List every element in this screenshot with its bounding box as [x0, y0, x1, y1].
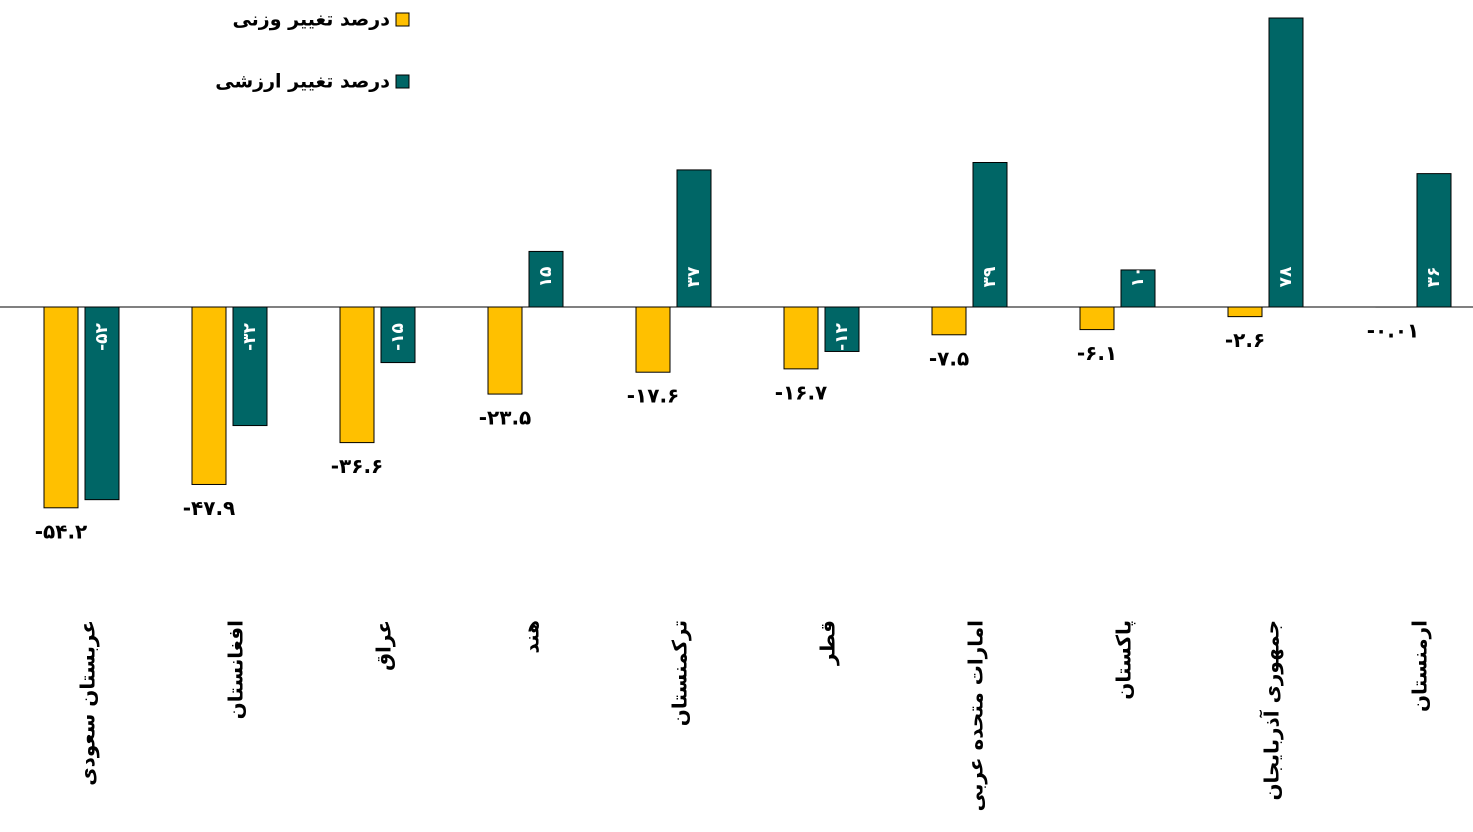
- data-label: ۷۸: [1276, 266, 1296, 287]
- data-label: -۱۵: [388, 323, 408, 351]
- data-label: -۰.۰۱: [1367, 319, 1420, 343]
- x-tick-label: ارمنستان: [1408, 620, 1432, 712]
- bar: [931, 306, 967, 336]
- bar: [1416, 173, 1452, 308]
- data-label: -۱۷.۶: [627, 384, 680, 408]
- bar: [676, 169, 712, 308]
- bar: [972, 162, 1008, 308]
- data-label: -۱۶.۷: [775, 380, 828, 404]
- data-label: ۱۰: [1128, 267, 1148, 288]
- x-tick-label: امارات متحده عربی: [964, 620, 988, 811]
- legend-swatch: [395, 74, 410, 89]
- x-tick-label: قطر: [816, 620, 840, 666]
- bar: [191, 306, 227, 485]
- data-label: -۲۳.۵: [479, 406, 532, 430]
- x-tick-label: جمهوری آذربایجان: [1259, 620, 1284, 801]
- bar: [487, 306, 523, 395]
- x-tick-label: عربستان سعودی: [76, 620, 100, 786]
- x-tick-label: افغانستان: [224, 620, 248, 719]
- x-tick-label: پاکستان: [1112, 620, 1137, 700]
- data-label: -۱۲: [832, 322, 852, 350]
- data-label: -۷.۵: [929, 346, 969, 370]
- legend-label: درصد تغییر وزنی: [232, 9, 390, 31]
- data-label: -۵۲: [92, 322, 112, 350]
- data-label: -۲.۶: [1225, 328, 1265, 352]
- bar: [84, 306, 120, 501]
- bar: [783, 306, 819, 370]
- legend-swatch: [395, 12, 410, 27]
- x-tick-label: عراق: [372, 620, 396, 671]
- data-label: -۵۴.۲: [35, 519, 88, 543]
- legend-label: درصد تغییر ارزشی: [215, 71, 390, 93]
- data-label: ۳۷: [684, 266, 704, 287]
- bar: [635, 306, 671, 373]
- bar: [824, 306, 860, 352]
- data-label: ۳۶: [1424, 267, 1444, 288]
- bar: [339, 306, 375, 444]
- x-tick-label: هند: [520, 620, 544, 654]
- bar: [380, 306, 416, 364]
- data-label: ۱۵: [536, 267, 556, 288]
- bar: [1268, 17, 1304, 308]
- bar: [1120, 269, 1156, 308]
- x-tick-label: ترکمنستان: [668, 620, 692, 726]
- bar: [43, 306, 79, 509]
- data-label: -۶.۱: [1077, 341, 1117, 365]
- data-label: -۳۶.۶: [331, 454, 384, 478]
- bar: [1079, 306, 1115, 331]
- bar: [232, 306, 268, 427]
- bar: [1227, 306, 1263, 318]
- data-label: -۴۷.۹: [183, 496, 236, 520]
- data-label: -۳۲: [240, 322, 260, 350]
- bar: [528, 250, 564, 308]
- data-label: ۳۹: [980, 266, 1000, 287]
